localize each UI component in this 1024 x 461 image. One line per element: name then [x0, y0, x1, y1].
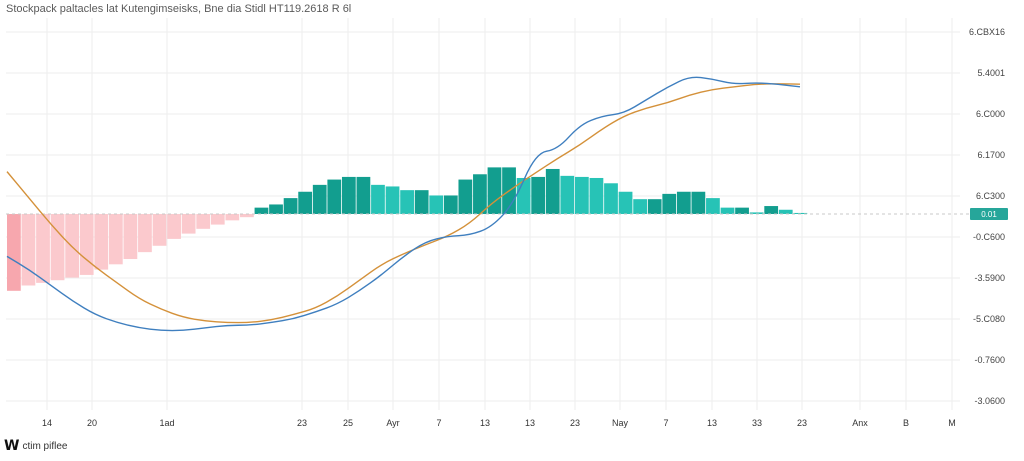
histogram-bar [7, 214, 21, 291]
y-tick-label: 5.4001 [977, 68, 1005, 78]
histogram-bar [662, 193, 677, 214]
histogram-bar [778, 209, 793, 214]
histogram-bar [473, 174, 487, 214]
x-tick-label: 23 [297, 418, 307, 428]
y-tick-label: -3.5900 [974, 273, 1005, 283]
y-tick-label: 6.C300 [976, 191, 1005, 201]
histogram-bar [283, 198, 298, 214]
histogram-bar [560, 175, 575, 214]
x-axis: 14 20 1ad 23 25 Ayr 7 13 13 23 Nay 7 13 33 23 Anx B M [42, 418, 956, 428]
histogram-bar [356, 176, 371, 214]
histogram [7, 167, 808, 291]
x-tick-label: Ayr [386, 418, 399, 428]
histogram-bar [764, 206, 779, 214]
chart-title: Stockpack paltacles lat Kutengimseisks, … [6, 3, 352, 15]
histogram-bar [676, 191, 691, 214]
histogram-bar [240, 214, 254, 218]
x-tick-label: 13 [480, 418, 490, 428]
histogram-bar [691, 191, 706, 214]
histogram-bar [487, 167, 502, 214]
histogram-bar [123, 214, 138, 260]
histogram-bar [50, 214, 65, 281]
y-tick-label: 6.C000 [976, 109, 1005, 119]
grid [6, 18, 960, 410]
histogram-bar [633, 199, 647, 214]
signal-line [6, 83, 801, 324]
histogram-bar [371, 184, 385, 214]
histogram-bar [269, 204, 283, 214]
histogram-bar [749, 212, 764, 214]
histogram-bar [181, 214, 196, 234]
brand-text: ctim piflee [22, 440, 68, 452]
x-tick-label: 13 [525, 418, 535, 428]
x-tick-label: 7 [436, 418, 441, 428]
y-tick-label: -5.C080 [973, 314, 1005, 324]
footer-brand: W ctim piflee [4, 438, 67, 454]
x-tick-label: 13 [707, 418, 717, 428]
y-axis: 6.CBX16 5.4001 6.C000 6.1700 6.C300 -0.C600 -3… [969, 27, 1008, 406]
x-tick-label: 25 [343, 418, 353, 428]
histogram-bar [94, 214, 109, 270]
histogram-bar [706, 198, 720, 214]
histogram-bar [545, 168, 560, 214]
histogram-bar [531, 176, 546, 214]
histogram-bar [458, 179, 473, 214]
histogram-bar [385, 186, 400, 214]
histogram-bar [574, 176, 589, 214]
histogram-bar [443, 195, 458, 214]
x-tick-label: Nay [612, 418, 629, 428]
y-tick-label: 6.1700 [977, 150, 1005, 160]
histogram-bar [312, 184, 327, 214]
histogram-bar [167, 214, 181, 239]
histogram-bar [36, 214, 50, 283]
y-tick-label: -3.0600 [974, 396, 1005, 406]
histogram-bar [720, 207, 735, 214]
x-tick-label: 7 [663, 418, 668, 428]
histogram-bar [647, 199, 662, 214]
x-tick-label: B [903, 418, 909, 428]
y-tick-label: -0.7600 [974, 355, 1005, 365]
x-tick-label: Anx [852, 418, 868, 428]
x-tick-label: 1ad [159, 418, 174, 428]
histogram-bar [414, 190, 429, 214]
histogram-bar [21, 214, 36, 286]
x-tick-label: 14 [42, 418, 52, 428]
x-tick-label: 20 [87, 418, 97, 428]
y-tick-label: -0.C600 [973, 232, 1005, 242]
y-tick-label: 6.CBX16 [969, 27, 1005, 37]
histogram-bar [604, 183, 618, 214]
line-series [6, 76, 801, 332]
histogram-bar [341, 176, 356, 214]
macd-line [6, 76, 801, 332]
histogram-bar [79, 214, 94, 275]
histogram-bar [210, 214, 225, 225]
histogram-bar [138, 214, 152, 253]
last-value-label: 0.01 [981, 210, 997, 219]
histogram-bar [196, 214, 211, 229]
histogram-bar [735, 207, 749, 214]
histogram-bar [254, 207, 269, 214]
histogram-bar [108, 214, 123, 265]
histogram-bar [793, 212, 808, 214]
histogram-bar [225, 214, 240, 221]
histogram-bar [589, 177, 604, 214]
x-tick-label: M [948, 418, 956, 428]
histogram-bar [298, 191, 313, 214]
histogram-bar [400, 190, 414, 214]
x-tick-label: 33 [752, 418, 762, 428]
x-tick-label: 23 [570, 418, 580, 428]
last-value-badge [970, 208, 1008, 220]
brand-logo-icon: W [4, 438, 19, 454]
histogram-bar [152, 214, 167, 246]
histogram-bar [618, 191, 633, 214]
histogram-bar [65, 214, 80, 278]
histogram-bar [327, 179, 342, 214]
histogram-bar [429, 195, 444, 214]
x-tick-label: 23 [797, 418, 807, 428]
